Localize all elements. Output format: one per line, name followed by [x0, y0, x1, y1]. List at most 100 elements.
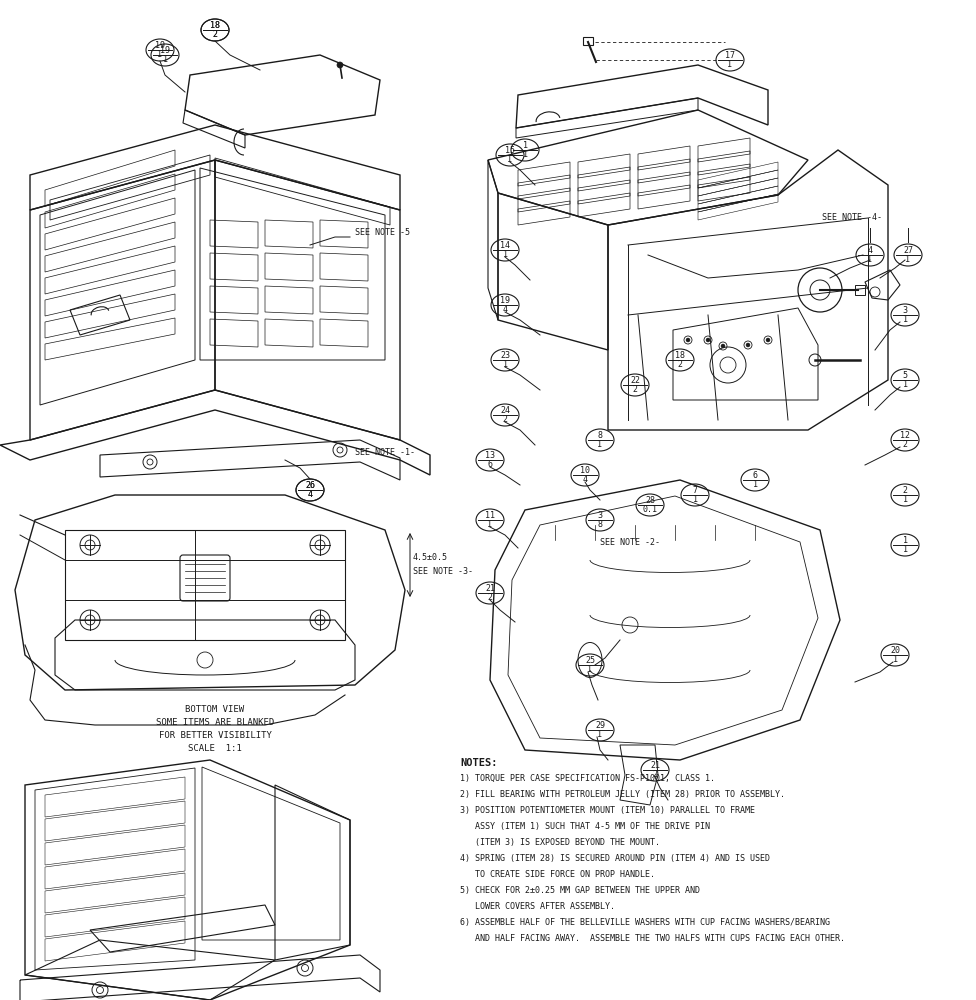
Text: 4: 4	[583, 475, 588, 484]
Text: 8: 8	[597, 520, 602, 529]
Text: 1: 1	[503, 250, 508, 259]
Text: BOTTOM VIEW: BOTTOM VIEW	[185, 705, 245, 714]
Text: 15: 15	[505, 146, 515, 155]
Text: 1: 1	[162, 55, 168, 64]
Text: 23: 23	[500, 351, 510, 360]
Text: 3) POSITION POTENTIOMETER MOUNT (ITEM 10) PARALLEL TO FRAME: 3) POSITION POTENTIOMETER MOUNT (ITEM 10…	[460, 806, 755, 815]
Text: 28: 28	[645, 496, 655, 505]
Text: 8: 8	[597, 431, 602, 440]
Text: 2: 2	[213, 30, 218, 39]
Text: 2: 2	[487, 593, 493, 602]
Text: 4: 4	[307, 490, 312, 499]
Text: 1: 1	[693, 495, 698, 504]
Text: 1) TORQUE PER CASE SPECIFICATION FS-P1001, CLASS 1.: 1) TORQUE PER CASE SPECIFICATION FS-P100…	[460, 774, 715, 783]
Text: 21: 21	[650, 761, 660, 770]
Circle shape	[766, 338, 770, 342]
Text: 1: 1	[157, 50, 162, 59]
Text: SEE NOTE -2-: SEE NOTE -2-	[600, 538, 660, 547]
Text: 10: 10	[580, 466, 590, 475]
Circle shape	[337, 62, 343, 68]
Text: 5: 5	[903, 371, 908, 380]
Text: 26: 26	[305, 481, 315, 490]
Text: 4: 4	[503, 305, 508, 314]
Text: 19: 19	[155, 41, 165, 50]
Text: 1: 1	[487, 520, 493, 529]
Text: SCALE  1:1: SCALE 1:1	[188, 744, 242, 753]
Bar	[583, 37, 593, 45]
Text: 21: 21	[485, 584, 495, 593]
Text: 4: 4	[307, 490, 312, 499]
Text: 0.1: 0.1	[642, 505, 658, 514]
Text: 1: 1	[903, 495, 908, 504]
Text: 17: 17	[725, 51, 735, 60]
Text: 1: 1	[588, 665, 592, 674]
Text: 22: 22	[630, 376, 640, 385]
Text: 18: 18	[675, 351, 685, 360]
Text: TO CREATE SIDE FORCE ON PROP HANDLE.: TO CREATE SIDE FORCE ON PROP HANDLE.	[460, 870, 655, 879]
Text: 18: 18	[210, 21, 220, 30]
Text: 4) SPRING (ITEM 28) IS SECURED AROUND PIN (ITEM 4) AND IS USED: 4) SPRING (ITEM 28) IS SECURED AROUND PI…	[460, 854, 770, 863]
Text: 27: 27	[903, 246, 913, 255]
Text: 12: 12	[900, 431, 910, 440]
Text: 2: 2	[903, 440, 908, 449]
Text: 4: 4	[868, 246, 873, 255]
Text: 5) CHECK FOR 2±0.25 MM GAP BETWEEN THE UPPER AND: 5) CHECK FOR 2±0.25 MM GAP BETWEEN THE U…	[460, 886, 700, 895]
Text: 1: 1	[508, 155, 512, 164]
Text: SEE NOTE -3-: SEE NOTE -3-	[413, 568, 473, 576]
Text: 25: 25	[585, 656, 595, 665]
Text: 1: 1	[522, 141, 527, 150]
Text: 1: 1	[906, 255, 911, 264]
Text: NOTES:: NOTES:	[460, 758, 498, 768]
Text: 2: 2	[503, 415, 508, 424]
Text: 6) ASSEMBLE HALF OF THE BELLEVILLE WASHERS WITH CUP FACING WASHERS/BEARING: 6) ASSEMBLE HALF OF THE BELLEVILLE WASHE…	[460, 918, 830, 927]
Text: 1: 1	[752, 480, 757, 489]
Text: 6: 6	[487, 460, 493, 469]
Text: 18: 18	[210, 21, 220, 30]
Text: SOME ITEMS ARE BLANKED: SOME ITEMS ARE BLANKED	[156, 718, 274, 727]
Text: 19: 19	[160, 46, 170, 55]
Text: 1: 1	[503, 360, 508, 369]
Text: 1: 1	[597, 440, 602, 449]
Circle shape	[721, 344, 725, 348]
Text: 4.5±0.5: 4.5±0.5	[413, 554, 448, 562]
Text: 1: 1	[903, 315, 908, 324]
Text: FOR BETTER VISIBILITY: FOR BETTER VISIBILITY	[158, 731, 271, 740]
Circle shape	[686, 338, 690, 342]
Text: 19: 19	[500, 296, 510, 305]
Text: 6: 6	[752, 471, 757, 480]
Text: 2: 2	[213, 30, 218, 39]
Text: 2: 2	[632, 385, 637, 394]
Text: 14: 14	[500, 241, 510, 250]
Circle shape	[746, 343, 750, 347]
Text: ASSY (ITEM 1) SUCH THAT 4-5 MM OF THE DRIVE PIN: ASSY (ITEM 1) SUCH THAT 4-5 MM OF THE DR…	[460, 822, 710, 831]
Text: 1: 1	[597, 730, 602, 739]
Text: 3: 3	[903, 306, 908, 315]
Text: AND HALF FACING AWAY.  ASSEMBLE THE TWO HALFS WITH CUPS FACING EACH OTHER.: AND HALF FACING AWAY. ASSEMBLE THE TWO H…	[460, 934, 845, 943]
Text: 2: 2	[653, 770, 658, 779]
Text: 2: 2	[903, 486, 908, 495]
Text: 1: 1	[522, 150, 527, 159]
Text: LOWER COVERS AFTER ASSEMBLY.: LOWER COVERS AFTER ASSEMBLY.	[460, 902, 615, 911]
Text: 29: 29	[595, 721, 605, 730]
Text: 1: 1	[892, 655, 898, 664]
Text: 1: 1	[903, 545, 908, 554]
Text: SEE NOTE -5: SEE NOTE -5	[355, 228, 410, 237]
Text: SEE NOTE -4-: SEE NOTE -4-	[822, 213, 882, 222]
Text: 20: 20	[890, 646, 900, 655]
Text: 7: 7	[693, 486, 698, 495]
Bar	[855, 285, 865, 295]
Circle shape	[706, 338, 710, 342]
Text: 2: 2	[677, 360, 682, 369]
Text: 1: 1	[903, 536, 908, 545]
Text: 11: 11	[485, 511, 495, 520]
Text: 2) FILL BEARING WITH PETROLEUM JELLY (ITEM 28) PRIOR TO ASSEMBLY.: 2) FILL BEARING WITH PETROLEUM JELLY (IT…	[460, 790, 785, 799]
Text: (ITEM 3) IS EXPOSED BEYOND THE MOUNT.: (ITEM 3) IS EXPOSED BEYOND THE MOUNT.	[460, 838, 660, 847]
Text: 1: 1	[903, 380, 908, 389]
Text: 24: 24	[500, 406, 510, 415]
Text: SEE NOTE -1-: SEE NOTE -1-	[355, 448, 415, 457]
Text: 13: 13	[485, 451, 495, 460]
Text: 3: 3	[597, 511, 602, 520]
Text: 1: 1	[727, 60, 733, 69]
Text: 26: 26	[305, 481, 315, 490]
Text: 1: 1	[868, 255, 873, 264]
